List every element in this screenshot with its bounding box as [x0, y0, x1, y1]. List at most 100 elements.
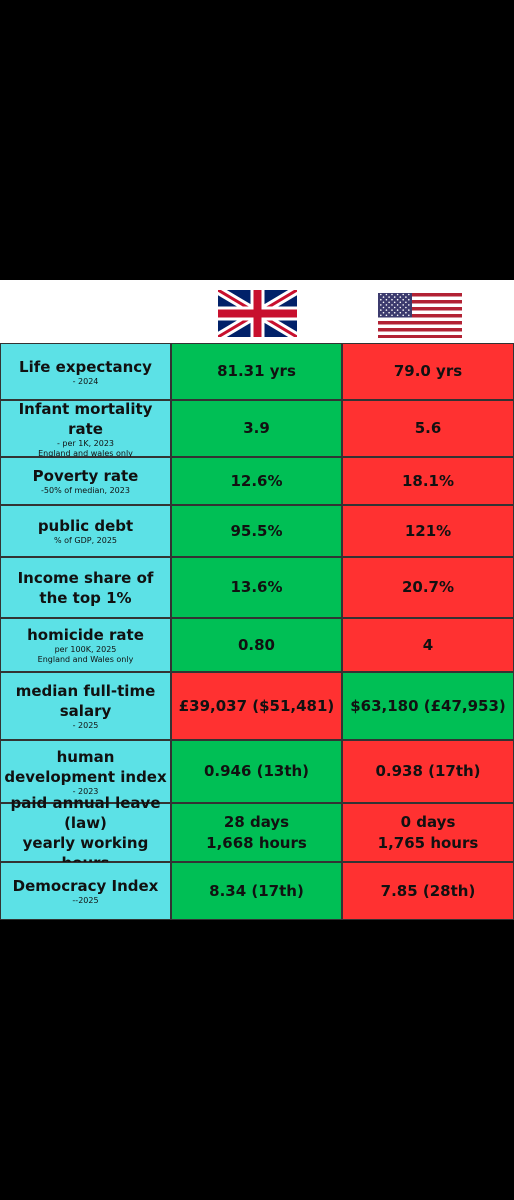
star	[388, 306, 390, 309]
us-value: 121%	[404, 521, 452, 540]
star	[405, 306, 407, 309]
uk-value: 8.34 (17th)	[209, 881, 304, 900]
uk-value-cell: 95.5%	[171, 505, 342, 557]
table-row: Income share of the top 1% 13.6% 20.7%	[0, 557, 514, 618]
metric-cell: Poverty rate -50% of median, 2023	[0, 457, 171, 505]
star	[402, 304, 404, 306]
uk-value: 28 days	[223, 812, 290, 831]
uk-flag	[218, 290, 297, 337]
us-value: 1,765 hours	[377, 833, 479, 852]
us-value: 20.7%	[401, 578, 455, 596]
uk-value-cell: 0.80	[171, 618, 342, 672]
metric-label: Democracy Index	[12, 877, 159, 895]
star	[399, 296, 402, 298]
table-row: paid annual leave (law)yearly working ho…	[0, 794, 514, 872]
metric-cell: Infant mortality rate - per 1K, 2023 Engla…	[0, 399, 171, 458]
uk-value: 13.6%	[230, 578, 283, 596]
star	[396, 309, 399, 311]
metric-label: Infant mortality rate	[18, 399, 153, 438]
metric-cell: human development index - 2023	[0, 740, 171, 803]
us-value-cell: 0.938 (17th)	[342, 740, 514, 803]
star	[402, 298, 404, 301]
star	[388, 301, 390, 304]
metric-label: Income share of the top 1%	[17, 568, 154, 607]
table-row: Life expectancy - 2024 81.31 yrs 79.0 yrs	[0, 343, 514, 400]
star	[408, 298, 410, 301]
metric-cell: median full-time salary - 2025	[0, 672, 171, 740]
star	[385, 314, 388, 317]
us-value-cell: 79.0 yrs	[342, 343, 514, 400]
star	[391, 314, 393, 317]
metric-note: - 2024	[72, 376, 99, 386]
us-value: $63,180 (£47,953)	[350, 696, 506, 715]
metric-cell: homicide rate per 100K, 2025 England and W…	[0, 618, 171, 672]
metric-note: - per 1K, 2023	[56, 438, 115, 448]
star	[393, 311, 396, 314]
star	[385, 293, 388, 296]
table-row: median full-time salary - 2025 £39,037 ($5…	[0, 672, 514, 740]
star	[408, 293, 410, 296]
star	[388, 296, 390, 298]
us-value-cell: 7.85 (28th)	[342, 862, 514, 920]
us-value-cell: 4	[342, 618, 514, 672]
metric-label: Poverty rate	[32, 467, 139, 485]
star	[396, 314, 399, 317]
star	[385, 309, 388, 311]
star	[405, 296, 407, 298]
us-value: 0.938 (17th)	[375, 762, 481, 780]
metric-note: - 2023	[72, 786, 99, 796]
us-value: 7.85 (28th)	[380, 881, 476, 900]
table-row: homicide rate per 100K, 2025 England and W…	[0, 618, 514, 672]
star	[399, 301, 402, 304]
star	[380, 298, 382, 301]
table-row: public debt% of GDP, 2025 95.5% 121%	[0, 505, 514, 557]
uk-value-cell: 81.31 yrs	[171, 343, 342, 400]
us-value: 5.6	[414, 419, 442, 437]
star	[402, 293, 404, 296]
star	[380, 314, 382, 317]
star	[391, 298, 393, 301]
uk-value-cell: 8.34 (17th)	[171, 862, 342, 920]
us-value: 0 days	[400, 812, 456, 831]
table-row: Poverty rate -50% of median, 2023 12.6% 18.…	[0, 457, 514, 505]
star	[391, 293, 393, 296]
metric-label: Life expectancy	[19, 357, 152, 376]
metric-note: - 2025	[72, 721, 99, 730]
table-row: Infant mortality rate - per 1K, 2023 Engla…	[0, 399, 514, 458]
uk-value-cell: 12.6%	[171, 457, 342, 505]
metric-cell: paid annual leave (law)yearly working ho…	[0, 794, 171, 872]
star	[408, 304, 410, 306]
uk-value-cell: 13.6%	[171, 557, 342, 618]
star	[385, 298, 388, 301]
star	[391, 309, 393, 311]
uk-value: 1,668 hours	[206, 833, 307, 852]
star	[380, 293, 382, 296]
star	[408, 309, 410, 311]
star	[399, 306, 402, 309]
metric-cell: Democracy Index --2025	[0, 862, 171, 920]
star	[382, 301, 385, 304]
metric-note: --2025	[72, 896, 99, 905]
star	[388, 311, 390, 314]
star	[382, 311, 385, 314]
metric-note: England and Wales only	[37, 655, 134, 664]
star	[391, 304, 393, 306]
star	[402, 309, 404, 311]
metric-cell: Income share of the top 1%	[0, 557, 171, 618]
us-value: 79.0 yrs	[393, 362, 463, 380]
star	[393, 301, 396, 304]
us-value-cell: 0 days 1,765 hours	[342, 803, 514, 862]
us-value-cell: 121%	[342, 505, 514, 557]
flag-header	[0, 280, 514, 343]
us-value: 18.1%	[401, 471, 455, 490]
metric-label: human development index	[4, 747, 167, 786]
metric-cell: Life expectancy - 2024	[0, 343, 171, 400]
star	[393, 306, 396, 309]
metric-note: England and wales only	[38, 448, 133, 458]
uk-value: 0.946 (13th)	[203, 762, 310, 780]
us-value-cell: 18.1%	[342, 457, 514, 505]
star	[396, 293, 399, 296]
uk-value-cell: 28 days 1,668 hours	[171, 803, 342, 862]
star	[402, 314, 404, 317]
